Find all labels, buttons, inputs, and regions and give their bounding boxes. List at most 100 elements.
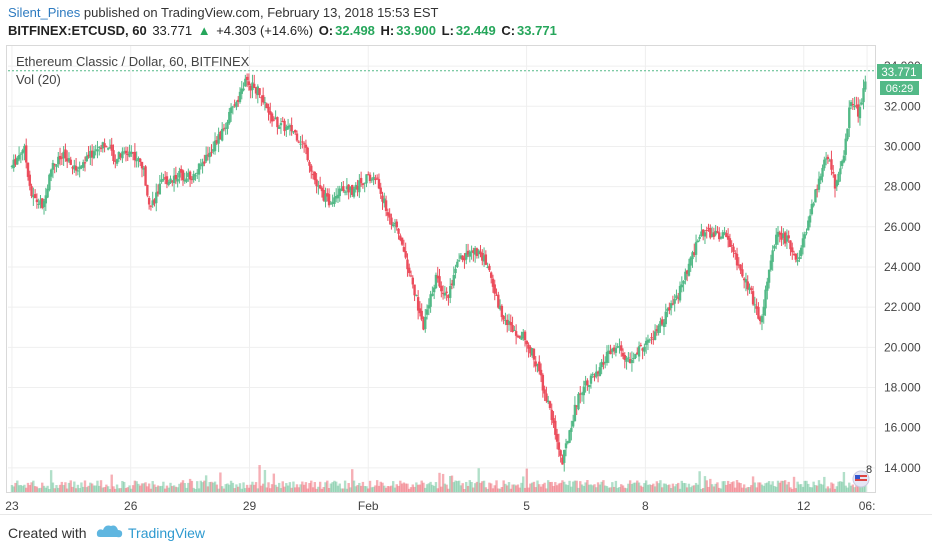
candle-body (440, 285, 443, 292)
volume-bar (237, 486, 240, 492)
volume-bar (46, 485, 49, 492)
volume-bar (224, 484, 227, 492)
volume-bar (479, 482, 482, 492)
volume-bar (372, 486, 375, 492)
candle-body (420, 310, 423, 320)
volume-bar (306, 488, 309, 492)
candle-body (546, 400, 550, 403)
candle-body (351, 185, 354, 195)
candle-body (146, 184, 149, 196)
candle-body (504, 320, 507, 322)
volume-bar (384, 487, 388, 492)
volume-bar (238, 483, 242, 492)
candle-body (712, 232, 716, 237)
candle-body (229, 107, 233, 114)
volume-bar (130, 488, 133, 492)
candle-body (422, 320, 425, 330)
volume-bar (751, 476, 755, 492)
low-label: L: (441, 23, 454, 38)
volume-bar (294, 487, 297, 492)
volume-bar (10, 485, 14, 492)
volume-bar (285, 483, 288, 492)
volume-bar (791, 488, 794, 492)
candle-body (408, 267, 411, 274)
volume-bar (19, 484, 23, 492)
volume-bar (758, 482, 762, 492)
candle-body (678, 285, 682, 301)
flag-icon[interactable] (852, 470, 870, 488)
volume-bar (493, 485, 496, 492)
candle-body (352, 189, 356, 197)
candle-body (739, 264, 742, 271)
candle-body (783, 232, 787, 244)
volume-bar (671, 483, 675, 492)
candle-body (281, 121, 284, 123)
candle-body (32, 195, 35, 198)
author-link[interactable]: Silent_Pines (8, 5, 81, 20)
candle-body (473, 248, 477, 255)
candle-body (256, 86, 260, 96)
volume-bar (644, 480, 648, 492)
volume-bar (12, 486, 15, 492)
volume-bar (219, 472, 222, 492)
volume-bar (534, 487, 537, 492)
volume-bar (288, 482, 292, 492)
candle-body (122, 151, 126, 153)
candle-body (566, 441, 569, 444)
tradingview-link[interactable]: TradingView (128, 525, 206, 541)
candle-body (101, 142, 105, 149)
candle-body (181, 170, 185, 181)
price-chart[interactable]: 14.000 16.000 18.000 20.000 22.000 24.000 26.0… (0, 0, 932, 512)
volume-bar (495, 480, 498, 492)
candle-body (769, 260, 773, 270)
candle-body (573, 404, 577, 422)
price-axis[interactable]: 14.000 16.000 18.000 20.000 22.000 24.000 26.0… (884, 59, 921, 475)
volume-bar (368, 480, 372, 492)
candle-body (240, 88, 243, 94)
candle-body (491, 278, 495, 287)
quote-line: BITFINEX:ETCUSD, 60 33.771 ▲ +4.303 (+14… (8, 23, 559, 38)
candle-body (840, 160, 844, 167)
candle-body (92, 151, 96, 159)
candle-body (64, 149, 67, 159)
candle-body (575, 405, 578, 407)
volume-bar (55, 485, 58, 492)
candle-body (213, 140, 217, 152)
candle-body (555, 433, 559, 442)
volume-bar (395, 484, 398, 492)
candle-body (105, 146, 108, 148)
volume-bar (292, 481, 295, 492)
candle-body (714, 230, 717, 235)
volume-bar (611, 482, 614, 492)
volume-bar (801, 486, 805, 492)
candle-body (673, 298, 676, 304)
candle-body (671, 303, 675, 305)
candle-body (758, 317, 762, 322)
volume-bar (546, 480, 550, 492)
candle-body (498, 305, 502, 310)
candle-body (251, 82, 254, 91)
candle-body (625, 358, 628, 362)
volume-bar (737, 482, 741, 492)
volume-bar (662, 483, 666, 492)
volume-bar (295, 484, 299, 492)
volume-bar (329, 483, 333, 492)
volume-bar (420, 480, 423, 492)
countdown-badge: 06:29 (880, 81, 919, 95)
volume-bar (57, 487, 60, 492)
candle-body (434, 274, 438, 288)
candle-body (103, 143, 106, 148)
candle-body (288, 125, 292, 128)
candle-body (514, 331, 518, 336)
volume-bar (470, 481, 473, 492)
candle-body (810, 203, 814, 215)
volume-bar (475, 481, 479, 492)
volume-bar (543, 482, 546, 492)
volume-bar (146, 486, 149, 492)
tradingview-cloud-icon[interactable] (96, 523, 124, 541)
candle-body (732, 246, 735, 252)
time-tick-label: 12 (797, 499, 811, 512)
volume-bar (352, 480, 356, 492)
time-axis[interactable]: 23 26 29 Feb 5 8 12 06: (5, 499, 875, 512)
volume-bar (725, 484, 728, 492)
